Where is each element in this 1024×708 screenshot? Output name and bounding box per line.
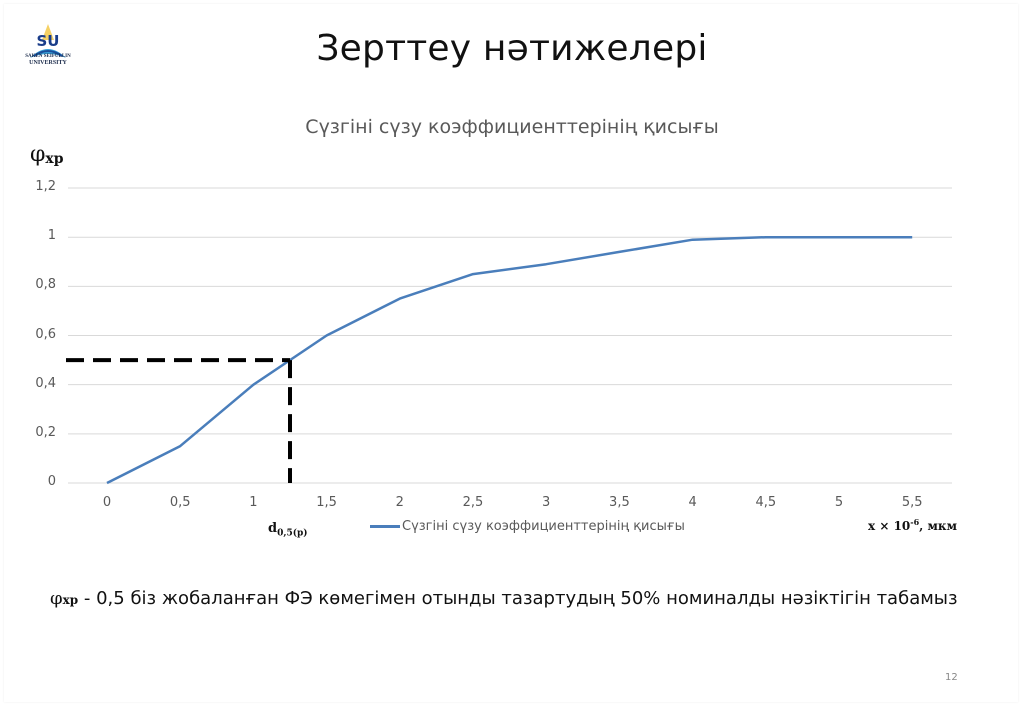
x-tick-label: 5,5	[901, 495, 923, 510]
x-axis-label: x × 10-6, мкм	[868, 517, 957, 533]
x-tick-label: 2,5	[462, 495, 484, 510]
slide-title: Зерттеу нәтижелері	[316, 28, 708, 69]
y-axis-subscript: xp	[45, 151, 64, 167]
logo-line2: UNIVERSITY	[29, 60, 67, 66]
slide	[4, 4, 1018, 702]
phi-glyph: φ	[50, 588, 63, 609]
y-tick-label: 1,2	[35, 179, 56, 195]
x-tick-label: 4	[688, 495, 697, 510]
phi-symbol: φxp	[50, 588, 78, 609]
y-axis-label: φxp	[30, 142, 64, 167]
d-annotation-label: d0,5(p)	[268, 521, 308, 539]
legend-swatch-icon	[370, 525, 400, 528]
page-number: 12	[945, 672, 958, 683]
series-line	[106, 235, 913, 485]
x-axis-exponent: -6	[910, 517, 920, 527]
svg-text:SU: SU	[37, 32, 60, 50]
x-tick-label: 1,5	[316, 495, 337, 510]
chart-title: Сүзгіні сүзу коэффициенттерінің қисығы	[305, 116, 719, 138]
y-tick-label: 0	[47, 474, 56, 489]
x-tick-label: 1	[249, 495, 258, 510]
y-tick-label: 0,2	[35, 424, 56, 440]
y-axis-symbol: φ	[30, 142, 46, 167]
x-axis-label-main: x × 10	[868, 519, 911, 533]
logo-line1: SAKEN SEIFULLIN	[25, 54, 71, 59]
legend-label: Сүзгіні сүзу коэффициенттерінің қисығы	[402, 519, 685, 534]
x-tick-label: 3,5	[609, 495, 630, 510]
y-tick-label: 0,8	[35, 277, 56, 293]
y-tick-label: 0,4	[35, 375, 56, 391]
university-logo-icon: SU	[30, 24, 66, 58]
d-label-subscript: 0,5(p)	[277, 528, 308, 539]
gridlines	[68, 187, 952, 484]
phi-subscript: xp	[62, 593, 79, 607]
logo-text: SAKEN SEIFULLIN UNIVERSITY	[22, 54, 74, 66]
x-tick-label: 4,5	[755, 495, 777, 510]
x-tick-label: 0,5	[169, 495, 191, 510]
x-tick-label: 2	[395, 495, 404, 510]
x-axis-unit: , мкм	[919, 519, 958, 533]
note-paragraph: φxp - 0,5 біз жобаланған ФЭ көмегімен от…	[24, 585, 984, 614]
x-tick-label: 5	[834, 495, 844, 510]
x-tick-label: 0	[102, 495, 112, 510]
chart-legend: Сүзгіні сүзу коэффициенттерінің қисығы	[370, 519, 685, 534]
note-text: - 0,5 біз жобаланған ФЭ көмегімен отынды…	[78, 588, 958, 609]
x-tick-label: 3	[542, 495, 551, 510]
d-label: d	[268, 521, 278, 536]
dashed-guide-lines	[66, 358, 292, 483]
y-tick-label: 0,6	[35, 326, 56, 342]
y-tick-label: 1	[47, 228, 56, 244]
